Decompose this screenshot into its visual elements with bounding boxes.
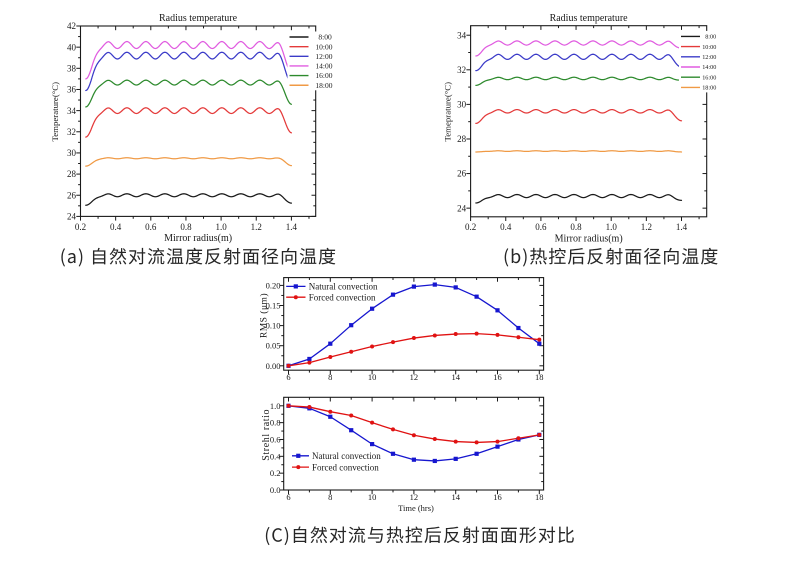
svg-text:14:00: 14:00 <box>702 64 716 71</box>
svg-text:Natural convection: Natural convection <box>309 282 378 292</box>
svg-text:10: 10 <box>368 492 377 502</box>
svg-text:18: 18 <box>535 492 544 502</box>
svg-text:1.0: 1.0 <box>215 222 227 232</box>
svg-text:16:00: 16:00 <box>315 71 332 80</box>
svg-text:Radius temperature: Radius temperature <box>159 13 238 24</box>
svg-text:0.05: 0.05 <box>266 341 281 351</box>
svg-text:26: 26 <box>67 190 77 200</box>
svg-text:0.6: 0.6 <box>535 222 547 232</box>
svg-text:1.4: 1.4 <box>676 222 688 232</box>
svg-text:34: 34 <box>457 30 467 40</box>
svg-text:18: 18 <box>535 372 544 382</box>
svg-text:0.15: 0.15 <box>266 300 281 310</box>
svg-text:18:00: 18:00 <box>702 85 716 92</box>
svg-text:1.0: 1.0 <box>270 401 281 411</box>
svg-text:0.6: 0.6 <box>145 222 157 232</box>
svg-text:40: 40 <box>67 42 77 52</box>
svg-text:0.4: 0.4 <box>500 222 512 232</box>
svg-text:0.00: 0.00 <box>266 361 281 371</box>
svg-text:36: 36 <box>67 85 77 95</box>
svg-text:Temeprature(°C): Temeprature(°C) <box>443 82 453 142</box>
svg-text:8: 8 <box>328 492 332 502</box>
svg-text:14: 14 <box>451 492 460 502</box>
svg-text:Temperature(°C): Temperature(°C) <box>50 82 60 142</box>
svg-text:Strehl ratio: Strehl ratio <box>261 409 272 461</box>
svg-text:14: 14 <box>451 372 460 382</box>
svg-text:1.4: 1.4 <box>286 222 298 232</box>
svg-text:0.2: 0.2 <box>465 222 476 232</box>
svg-text:26: 26 <box>457 169 467 179</box>
svg-text:28: 28 <box>457 134 467 144</box>
svg-text:12: 12 <box>410 372 419 382</box>
svg-text:1.2: 1.2 <box>641 222 652 232</box>
svg-text:1.0: 1.0 <box>606 222 618 232</box>
svg-text:0.2: 0.2 <box>75 222 86 232</box>
svg-text:0.8: 0.8 <box>180 222 192 232</box>
svg-text:10:00: 10:00 <box>702 44 716 51</box>
svg-text:38: 38 <box>67 63 77 73</box>
svg-text:0.2: 0.2 <box>270 468 281 478</box>
svg-text:14:00: 14:00 <box>315 62 332 71</box>
svg-text:0.6: 0.6 <box>270 434 281 444</box>
svg-text:24: 24 <box>67 212 77 222</box>
svg-text:Natural convection: Natural convection <box>312 451 381 461</box>
svg-text:16: 16 <box>493 492 502 502</box>
svg-text:8: 8 <box>328 372 332 382</box>
svg-text:0.20: 0.20 <box>266 280 281 290</box>
svg-text:Mirror radius(m): Mirror radius(m) <box>164 233 232 244</box>
svg-text:Mirror radius(m): Mirror radius(m) <box>555 234 623 245</box>
svg-text:18:00: 18:00 <box>315 81 332 90</box>
svg-text:30: 30 <box>67 148 77 158</box>
svg-text:16:00: 16:00 <box>702 74 716 81</box>
svg-text:16: 16 <box>493 372 502 382</box>
svg-text:6: 6 <box>286 372 290 382</box>
svg-text:Radius temperature: Radius temperature <box>550 13 629 24</box>
svg-text:32: 32 <box>67 127 76 137</box>
svg-text:8:00: 8:00 <box>705 34 716 41</box>
svg-text:6: 6 <box>286 492 290 502</box>
svg-text:24: 24 <box>457 203 467 213</box>
svg-text:Forced convection: Forced convection <box>309 292 376 302</box>
svg-text:12: 12 <box>410 492 419 502</box>
svg-text:0.4: 0.4 <box>110 222 122 232</box>
svg-text:RMS (μm): RMS (μm) <box>258 293 269 338</box>
svg-text:8:00: 8:00 <box>318 33 332 42</box>
svg-text:34: 34 <box>67 106 77 116</box>
svg-text:Forced convection: Forced convection <box>312 462 379 472</box>
svg-text:12:00: 12:00 <box>315 52 332 61</box>
svg-text:10: 10 <box>368 372 377 382</box>
svg-text:0.8: 0.8 <box>270 418 281 428</box>
svg-text:28: 28 <box>67 169 77 179</box>
svg-text:32: 32 <box>457 65 466 75</box>
svg-text:1.2: 1.2 <box>251 222 262 232</box>
svg-text:30: 30 <box>457 100 467 110</box>
svg-text:42: 42 <box>67 21 76 31</box>
svg-text:10:00: 10:00 <box>315 42 332 51</box>
svg-text:Time (hrs): Time (hrs) <box>398 503 434 513</box>
svg-text:0.8: 0.8 <box>570 222 582 232</box>
svg-text:0.0: 0.0 <box>270 485 281 495</box>
svg-text:0.10: 0.10 <box>266 321 281 331</box>
svg-text:12:00: 12:00 <box>702 54 716 61</box>
svg-text:0.4: 0.4 <box>270 451 281 461</box>
